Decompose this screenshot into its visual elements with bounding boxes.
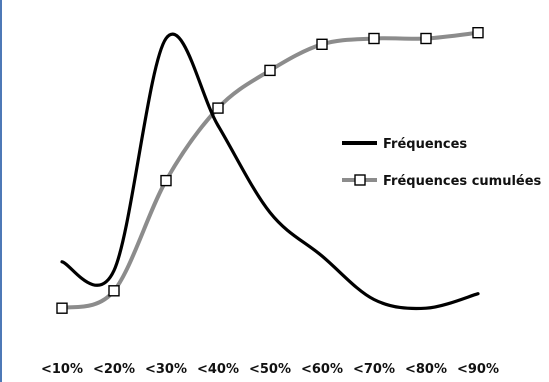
x-tick-label-6: <70%	[353, 362, 395, 377]
x-tick-label-2: <30%	[145, 362, 187, 377]
legend-frequences-label: Fréquences	[383, 137, 467, 152]
x-tick-label-1: <20%	[93, 362, 135, 377]
series-cumulees-marker-1	[108, 285, 120, 297]
marker-layer	[56, 27, 484, 314]
series-frequences-line	[60, 32, 480, 311]
x-tick-label-4: <50%	[249, 362, 291, 377]
x-tick-label-3: <40%	[197, 362, 239, 377]
series-cumulees-marker-0	[56, 302, 68, 314]
x-tick-label-5: <60%	[301, 362, 343, 377]
x-tick-label-0: <10%	[41, 362, 83, 377]
series-cumulees-marker-8	[472, 27, 484, 39]
legend-cumulees-label: Fréquences cumulées	[383, 174, 542, 189]
series-cumulees-marker-4	[264, 64, 276, 77]
series-cumulees-marker-2	[160, 174, 172, 187]
series-cumulees-marker-7	[420, 32, 432, 45]
x-tick-label-8: <90%	[457, 362, 499, 377]
series-cumulees-line	[60, 30, 480, 311]
series-cumulees-marker-5	[316, 38, 328, 50]
series-cumulees-marker-6	[368, 32, 380, 45]
series-cumulees-marker-3	[212, 102, 224, 114]
legend: Fréquences Fréquences cumulées	[342, 137, 542, 189]
x-axis-ticks: <10% <20% <30% <40% <50% <60% <70% <80% <90%	[41, 362, 499, 377]
series-layer	[60, 30, 480, 311]
legend-cumulees-marker	[354, 174, 366, 186]
x-tick-label-7: <80%	[405, 362, 447, 377]
